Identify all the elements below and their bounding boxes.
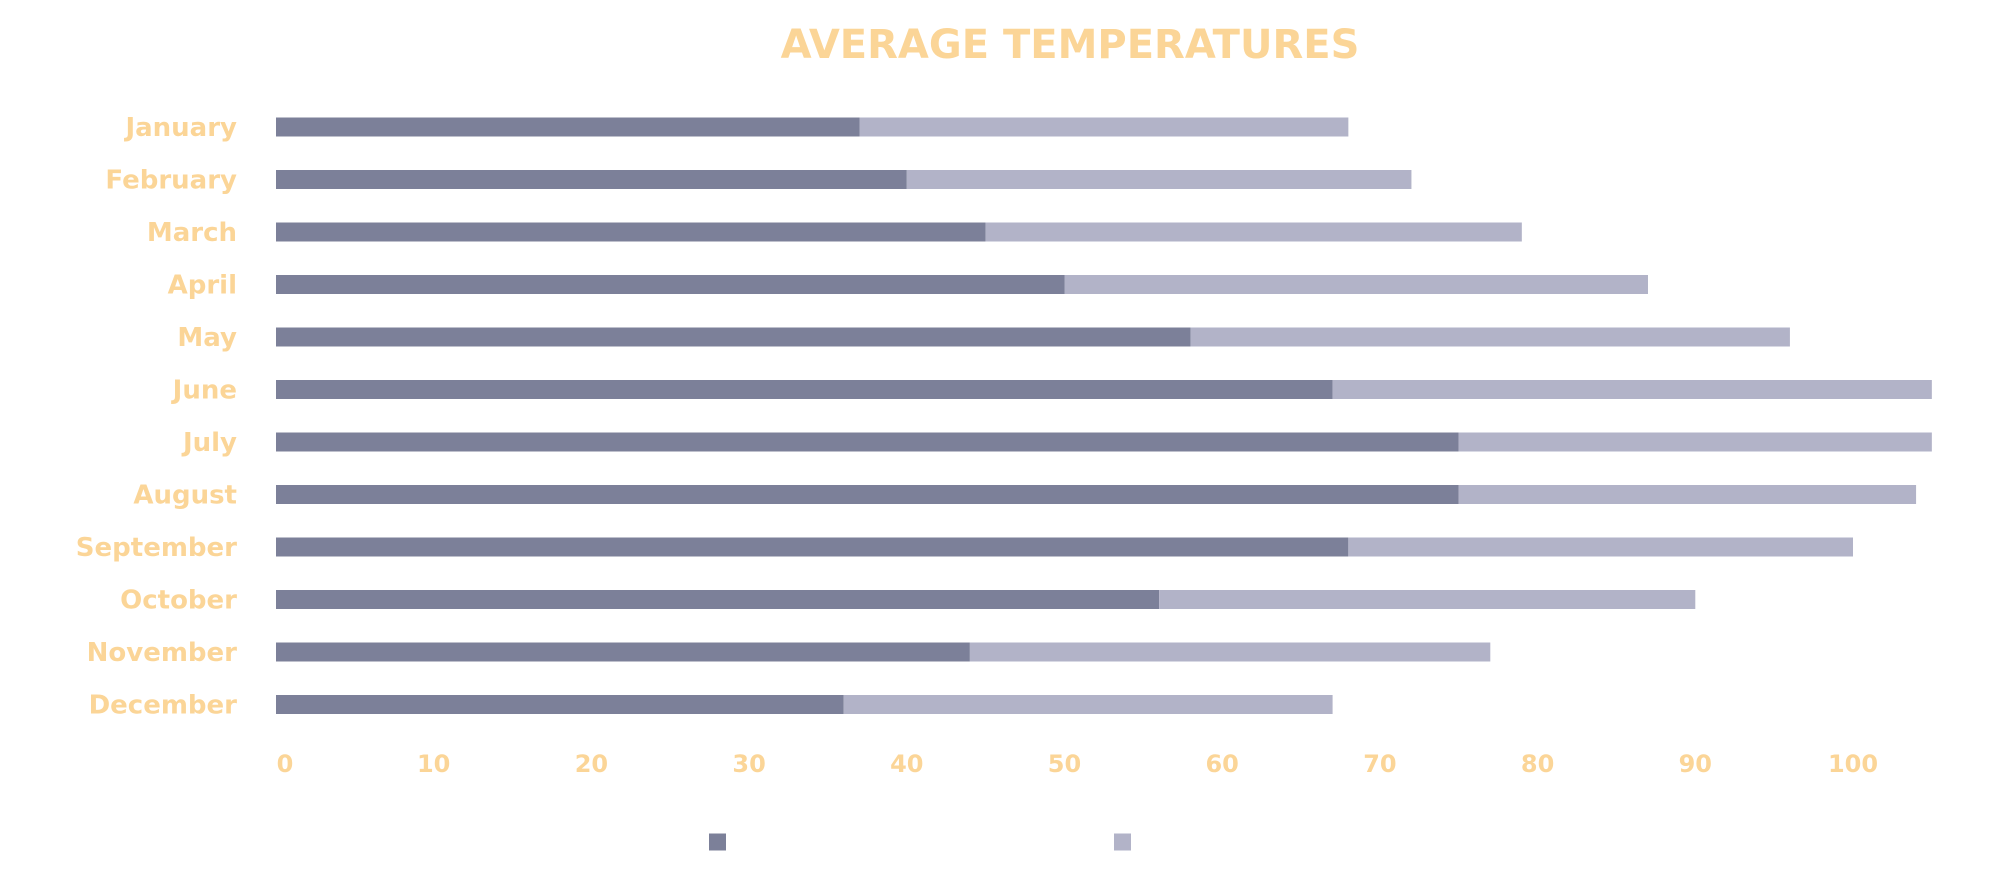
category-label-march: March (147, 218, 237, 248)
category-label-august: August (133, 481, 237, 511)
bar-august-series-2 (1458, 485, 1917, 504)
bar-january-series-2 (859, 117, 1349, 137)
category-labels: January February March April May June July Augu… (76, 113, 237, 721)
category-label-july: July (181, 428, 237, 458)
bar-october-series-1 (276, 590, 1160, 609)
x-tick-10: 10 (417, 750, 450, 778)
x-tick-30: 30 (732, 750, 765, 778)
bar-june-series-2 (1332, 380, 1932, 399)
bar-april-series-2 (1064, 275, 1648, 294)
bar-december-series-1 (276, 695, 844, 714)
x-tick-70: 70 (1363, 750, 1396, 778)
x-tick-50: 50 (1048, 750, 1081, 778)
x-tick-0: 0 (277, 750, 294, 778)
legend (709, 833, 1131, 851)
bar-december-series-2 (843, 695, 1333, 714)
bar-june-series-1 (276, 380, 1333, 399)
bar-march-series-2 (985, 222, 1522, 242)
bar-february-series-2 (906, 170, 1412, 189)
bar-may-series-1 (276, 327, 1191, 347)
category-label-may: May (177, 323, 237, 353)
legend-swatch-series-2 (1114, 833, 1131, 851)
x-tick-20: 20 (575, 750, 608, 778)
category-label-january: January (123, 113, 237, 143)
category-label-february: February (105, 166, 237, 196)
category-label-june: June (171, 376, 237, 406)
bar-november-series-1 (276, 642, 970, 662)
legend-swatch-series-1 (709, 833, 726, 851)
category-label-september: September (76, 533, 237, 563)
bar-september-series-1 (276, 537, 1349, 557)
category-label-october: October (120, 586, 237, 616)
bar-september-series-2 (1348, 537, 1853, 557)
x-tick-90: 90 (1679, 750, 1712, 778)
category-label-november: November (87, 638, 238, 668)
bar-may-series-2 (1190, 327, 1790, 347)
x-tick-80: 80 (1521, 750, 1554, 778)
category-label-april: April (168, 271, 237, 301)
bar-october-series-2 (1159, 590, 1696, 609)
bar-april-series-1 (276, 275, 1065, 294)
bars-layer (276, 117, 1932, 714)
category-label-december: December (89, 691, 238, 721)
x-tick-labels: 0 10 20 30 40 50 60 70 80 90 100 (277, 750, 1878, 778)
bar-august-series-1 (276, 485, 1459, 504)
bar-july-series-2 (1458, 432, 1932, 452)
bar-february-series-1 (276, 170, 907, 189)
bar-november-series-2 (969, 642, 1491, 662)
x-tick-100: 100 (1828, 750, 1878, 778)
x-tick-60: 60 (1205, 750, 1238, 778)
bar-july-series-1 (276, 432, 1459, 452)
chart-title: AVERAGE TEMPERATURES (781, 22, 1360, 68)
x-tick-40: 40 (890, 750, 923, 778)
bar-march-series-1 (276, 222, 986, 242)
bar-january-series-1 (276, 117, 860, 137)
